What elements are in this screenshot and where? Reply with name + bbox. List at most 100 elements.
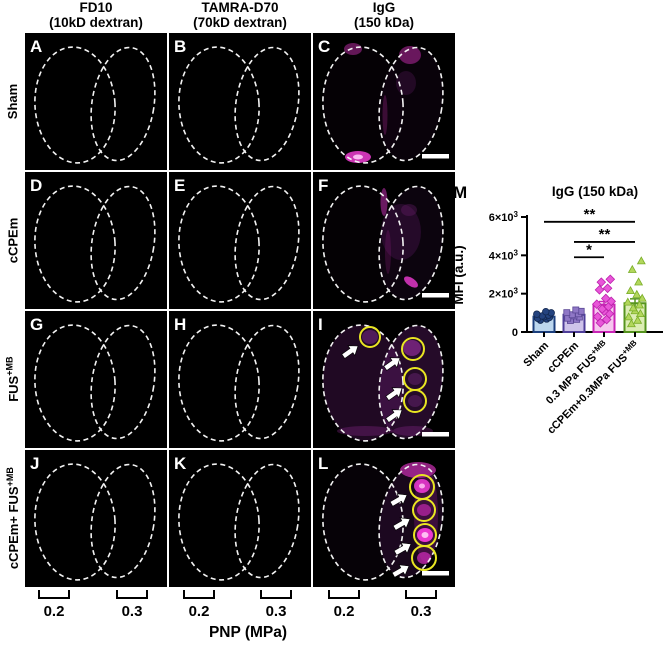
right-lobe-outline xyxy=(378,324,444,440)
right-lobe-outline xyxy=(378,463,444,579)
data-point xyxy=(600,293,611,304)
pnp-bracket-3 xyxy=(260,590,292,599)
column-header-line2: (150 kDa) xyxy=(353,15,415,30)
pnp-bracket-label: 0.3 xyxy=(411,603,432,620)
data-point xyxy=(596,277,607,287)
fluorescence-blob xyxy=(362,330,378,344)
scale-bar xyxy=(422,432,449,437)
micro-panel-l: L xyxy=(313,450,455,587)
data-point xyxy=(634,277,644,286)
panel-letter-m: M xyxy=(453,183,467,202)
roi-circle xyxy=(403,389,427,413)
left-lobe-outline xyxy=(322,324,404,442)
data-point xyxy=(605,274,616,285)
data-point xyxy=(591,299,602,310)
chart-svg: M IgG (150 kDa) MFI (a.u.) 0 2×103 4×103 6×103… xyxy=(451,183,663,437)
panel-letter: I xyxy=(318,315,323,334)
left-lobe-outline xyxy=(322,46,404,164)
micro-panel-b: B xyxy=(169,33,311,170)
y-tick-label: 0 xyxy=(512,327,518,339)
scale-bar xyxy=(422,154,449,159)
left-lobe-haze xyxy=(322,47,404,163)
data-point xyxy=(628,303,638,312)
fluorescence-blob xyxy=(399,46,421,64)
panel-letter: H xyxy=(174,315,186,334)
data-point xyxy=(533,310,541,318)
chart-title: IgG (150 kDa) xyxy=(552,184,638,199)
data-point xyxy=(572,306,580,314)
data-point xyxy=(624,312,634,321)
panel-letter: K xyxy=(174,454,187,473)
panel-letter: B xyxy=(174,37,186,56)
y-axis-label: MFI (a.u.) xyxy=(451,245,466,304)
panel-letter: A xyxy=(30,37,42,56)
data-point xyxy=(594,285,605,295)
data-point xyxy=(626,319,636,328)
right-lobe-outline xyxy=(90,46,156,162)
left-lobe-outline xyxy=(34,463,116,581)
pnp-axis-title: PNP (MPa) xyxy=(209,624,287,641)
row-label-text: FUS+MB xyxy=(4,356,21,403)
micro-panel-h: H xyxy=(169,311,311,448)
right-lobe-outline xyxy=(234,463,300,579)
arrow-icon xyxy=(389,493,408,507)
roi-circle xyxy=(401,337,425,361)
arrow-icon xyxy=(341,345,359,359)
fluorescence-blob xyxy=(404,276,418,288)
left-lobe-outline xyxy=(178,185,260,303)
panel-letter: G xyxy=(30,315,43,334)
row-label-text: Sham xyxy=(5,83,20,120)
pnp-bracket-label: 0.3 xyxy=(122,603,143,620)
column-header-line2: (10kD dextran) xyxy=(49,15,143,30)
micro-panel-k: K xyxy=(169,450,311,587)
micro-panel-c: C xyxy=(313,33,455,170)
micro-panel-i: I xyxy=(313,311,455,448)
fluorescence-blob xyxy=(421,532,429,538)
arrow-icon xyxy=(392,517,411,531)
micro-panel-d: D xyxy=(25,172,167,309)
fluorescence-blob xyxy=(344,43,362,55)
panel-letter: C xyxy=(318,37,330,56)
y-tick-label: 6×103 xyxy=(489,210,519,224)
fluorescence-blob xyxy=(385,230,391,274)
row-label-0: Sham xyxy=(0,33,25,170)
fluorescence-blob xyxy=(353,154,363,160)
data-point xyxy=(633,315,643,324)
fluorescence-blob xyxy=(419,483,425,489)
pnp-axis-svg: 0.2 0.3 0.2 0.3 0.2 0.3 PNP (MPa) xyxy=(38,590,437,641)
fluorescence-blob xyxy=(417,504,431,516)
roi-circle xyxy=(412,498,436,522)
y-tick-label: 4×103 xyxy=(489,248,519,262)
column-header-line2: (70kD dextran) xyxy=(193,15,287,30)
right-lobe-haze xyxy=(379,464,443,578)
right-lobe-outline xyxy=(378,46,444,162)
pnp-bracket-label: 0.2 xyxy=(189,603,210,620)
fluorescence-blob xyxy=(401,204,417,216)
column-header-igg: IgG (150 kDa) xyxy=(313,0,455,32)
pnp-bracket-4 xyxy=(328,590,360,599)
data-point xyxy=(542,307,550,316)
row-label-1: cCPEm xyxy=(0,172,25,309)
data-point xyxy=(626,285,635,294)
data-point xyxy=(636,256,646,265)
significance-stars: ** xyxy=(599,226,611,243)
right-lobe-outline xyxy=(234,46,300,162)
right-lobe-outline xyxy=(90,185,156,301)
data-point xyxy=(563,309,571,317)
right-lobe-haze xyxy=(379,47,443,161)
right-lobe-outline xyxy=(234,324,300,440)
fluorescence-blob xyxy=(396,71,416,95)
panel-letter: L xyxy=(318,454,328,473)
micro-panel-f: F xyxy=(313,172,455,309)
left-lobe-outline xyxy=(34,324,116,442)
pnp-bracket-label: 0.3 xyxy=(266,603,287,620)
roi-circle xyxy=(411,545,437,571)
right-lobe-outline xyxy=(234,185,300,301)
fluorescence-blob xyxy=(382,95,388,135)
pnp-bracket-0 xyxy=(38,590,70,599)
arrow-icon xyxy=(391,564,410,578)
left-lobe-outline xyxy=(178,463,260,581)
data-point xyxy=(635,300,644,309)
pnp-bracket-2 xyxy=(183,590,215,599)
row-label-text: cCPEm+ FUS+MB xyxy=(4,467,21,570)
